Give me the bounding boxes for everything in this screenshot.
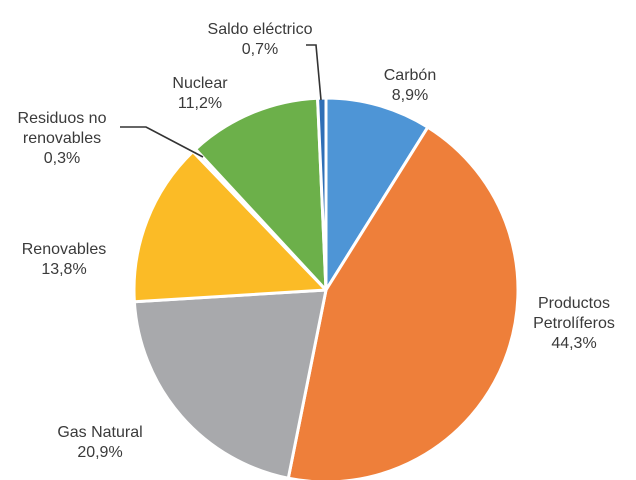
value-label: 11,2% (178, 95, 222, 112)
leader-line-residuos-no-renovables (120, 126, 204, 158)
label-gas-natural: Gas Natural 20,9% (57, 424, 142, 461)
leader-line-saldo-electrico (306, 44, 322, 101)
label-renovables: Renovables 13,8% (22, 241, 107, 278)
category-label: Nuclear (172, 75, 228, 92)
slice-saldo-electrico (316, 96, 328, 292)
category-label: Renovables (22, 241, 107, 258)
leader-lines (120, 44, 322, 158)
category-label: Productos (538, 295, 610, 312)
label-residuos-no-renovables: Residuos no renovables 0,3% (18, 110, 107, 167)
category-label: Carbón (384, 67, 436, 84)
category-label: Saldo eléctrico (208, 21, 313, 38)
slice-productos-petroliferos (286, 125, 520, 480)
value-label: 8,9% (392, 87, 428, 104)
pie-slices (132, 96, 520, 480)
value-label: 0,3% (44, 150, 80, 167)
value-label: 20,9% (77, 444, 122, 461)
label-nuclear: Nuclear 11,2% (172, 75, 228, 112)
category-label: Gas Natural (57, 424, 142, 441)
slice-labels: Carbón 8,9% Productos Petrolíferos 44,3% Gas … (18, 21, 615, 461)
value-label: 0,7% (242, 41, 278, 58)
value-label: 13,8% (41, 261, 86, 278)
label-saldo-electrico: Saldo eléctrico 0,7% (208, 21, 313, 58)
category-label: Residuos no (18, 110, 107, 127)
label-carbon: Carbón 8,9% (384, 67, 436, 104)
slice-gas-natural (132, 288, 328, 480)
category-label: renovables (23, 130, 101, 147)
slice-renovables (132, 150, 328, 304)
label-productos-petroliferos: Productos Petrolíferos 44,3% (533, 295, 615, 352)
slice-carbon (324, 96, 430, 292)
category-label: Petrolíferos (533, 315, 615, 332)
slice-nuclear (194, 96, 328, 292)
value-label: 44,3% (551, 335, 596, 352)
